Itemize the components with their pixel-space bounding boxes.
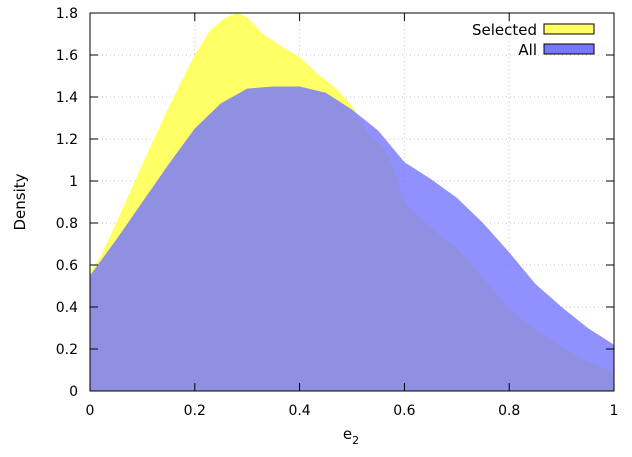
x-tick-label: 0.4: [288, 403, 310, 419]
y-tick-label: 1.4: [56, 90, 78, 106]
y-tick-label: 0.8: [56, 216, 78, 232]
y-tick-label: 0.2: [56, 342, 78, 358]
y-tick-label: 1.2: [56, 132, 78, 148]
x-tick-label: 0.8: [498, 403, 520, 419]
legend-label-selected: Selected: [472, 21, 537, 39]
plot-border: [89, 12, 615, 392]
x-tick-label: 0.6: [393, 403, 415, 419]
legend: Selected All: [472, 21, 595, 59]
x-tick-label: 0: [86, 403, 95, 419]
x-tick-label: 1: [610, 403, 619, 419]
legend-swatch-selected: [543, 23, 595, 35]
axis-ticks: 0 0.2 0.4 0.6 0.8 1 1.2 1.4 1.6 1.8 0 0.2 0.4 0.6 0.8 1: [56, 6, 619, 419]
x-axis-label-main: e: [343, 425, 352, 443]
plot-frame: [89, 12, 615, 392]
y-tick-label: 1: [69, 174, 78, 190]
y-axis-label: Density: [11, 173, 29, 230]
plot-areas: [90, 13, 614, 391]
y-tick-label: 0.6: [56, 258, 78, 274]
legend-label-all: All: [518, 41, 537, 59]
x-tick-label: 0.2: [184, 403, 206, 419]
y-tick-label: 0.4: [56, 300, 78, 316]
legend-swatch-all: [543, 43, 595, 55]
density-area-all: [90, 86, 614, 391]
x-axis-label: e2: [343, 425, 359, 447]
y-tick-label: 1.6: [56, 48, 78, 64]
y-tick-label: 1.8: [56, 6, 78, 22]
x-axis-label-subscript: 2: [352, 434, 359, 447]
y-tick-label: 0: [69, 384, 78, 400]
